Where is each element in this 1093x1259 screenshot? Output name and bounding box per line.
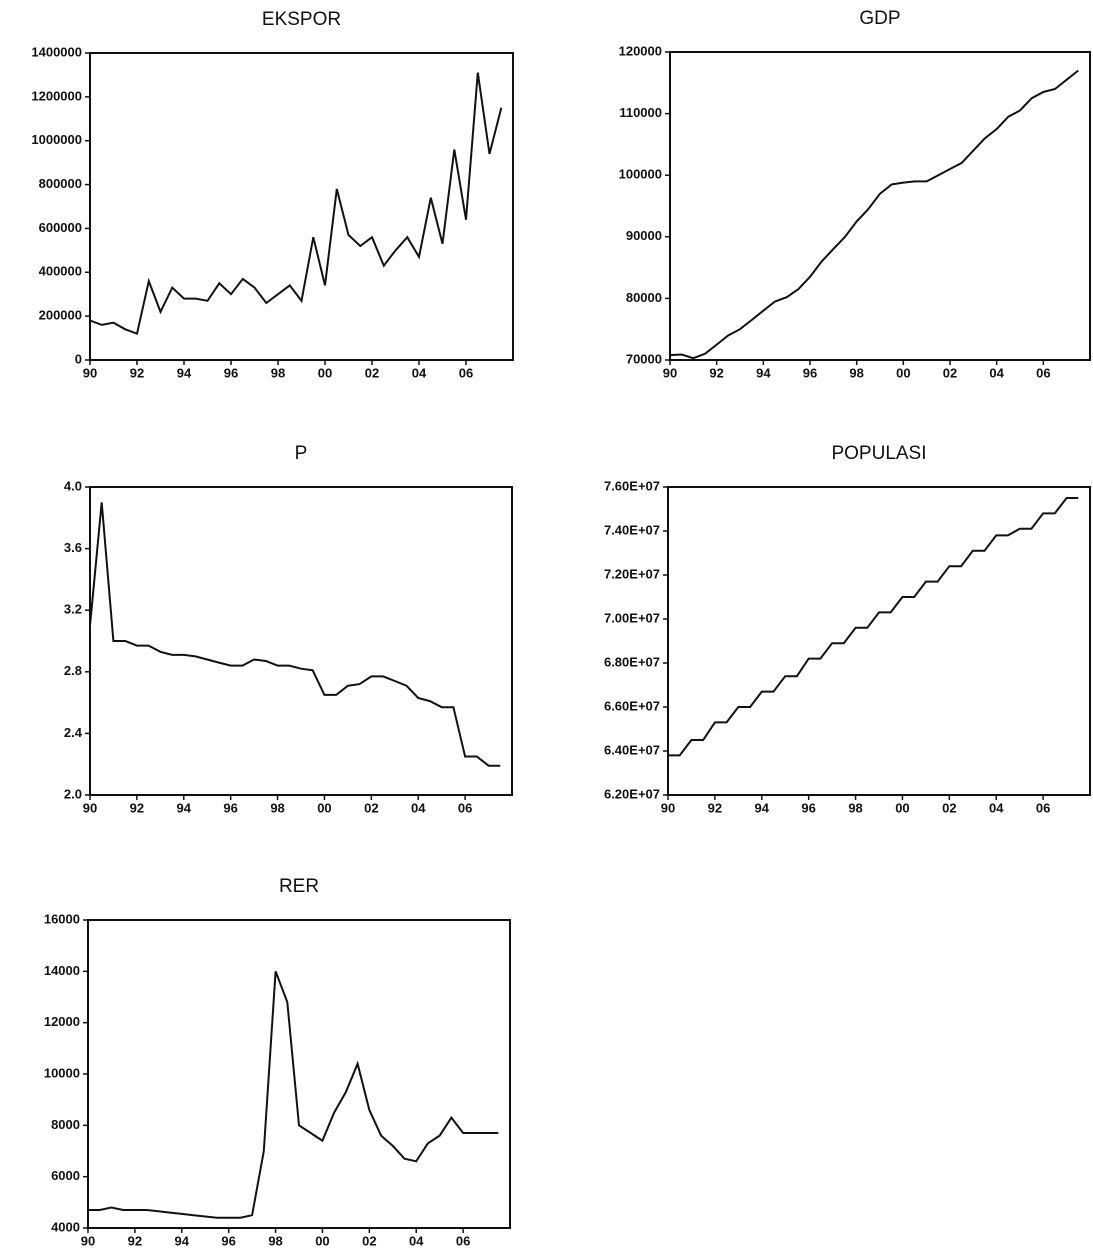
- y-tick-label: 7.20E+07: [604, 566, 660, 581]
- chart-title: GDP: [859, 8, 900, 29]
- x-tick-label: 92: [130, 365, 144, 380]
- x-tick-label: 04: [989, 800, 1004, 815]
- chart-title: P: [295, 443, 308, 464]
- y-tick-label: 10000: [44, 1065, 80, 1080]
- x-tick-label: 90: [661, 800, 675, 815]
- y-tick-label: 7.00E+07: [604, 610, 660, 625]
- plot-frame: [668, 487, 1090, 795]
- x-tick-label: 06: [1036, 365, 1050, 380]
- x-tick-label: 98: [848, 800, 862, 815]
- x-tick-label: 94: [756, 365, 771, 380]
- y-tick-label: 120000: [619, 43, 662, 58]
- x-tick-label: 90: [83, 365, 97, 380]
- x-tick-label: 02: [942, 800, 956, 815]
- y-tick-label: 2.0: [64, 786, 82, 801]
- y-tick-label: 6000: [51, 1168, 80, 1183]
- x-tick-label: 98: [271, 365, 285, 380]
- x-tick-label: 06: [456, 1233, 470, 1248]
- series-line: [90, 502, 500, 765]
- y-tick-label: 4.0: [64, 478, 82, 493]
- x-tick-label: 00: [317, 800, 331, 815]
- x-tick-label: 00: [896, 365, 910, 380]
- x-tick-label: 98: [849, 365, 863, 380]
- x-tick-label: 02: [365, 365, 379, 380]
- x-tick-label: 94: [177, 365, 192, 380]
- x-tick-label: 96: [803, 365, 817, 380]
- y-tick-label: 1400000: [31, 44, 82, 59]
- x-tick-label: 04: [989, 365, 1004, 380]
- x-tick-label: 98: [270, 800, 284, 815]
- plot-frame: [90, 487, 512, 795]
- x-tick-label: 92: [709, 365, 723, 380]
- y-tick-label: 400000: [39, 264, 82, 279]
- y-tick-label: 6.40E+07: [604, 742, 660, 757]
- plot-frame: [90, 53, 513, 360]
- x-tick-label: 96: [801, 800, 815, 815]
- y-tick-label: 110000: [619, 105, 662, 120]
- y-tick-label: 1000000: [31, 132, 82, 147]
- plot-frame: [88, 920, 510, 1228]
- series-line: [670, 71, 1078, 359]
- x-tick-label: 94: [177, 800, 192, 815]
- x-tick-label: 00: [318, 365, 332, 380]
- x-tick-label: 06: [458, 800, 472, 815]
- x-tick-label: 94: [755, 800, 770, 815]
- x-tick-label: 00: [315, 1233, 329, 1248]
- x-tick-label: 92: [130, 800, 144, 815]
- x-tick-label: 90: [663, 365, 677, 380]
- y-tick-label: 0: [75, 351, 82, 366]
- y-tick-label: 80000: [626, 290, 662, 305]
- y-tick-label: 12000: [44, 1014, 80, 1029]
- y-tick-label: 90000: [626, 228, 662, 243]
- x-tick-label: 96: [224, 365, 238, 380]
- series-line: [90, 73, 501, 334]
- chart-title: POPULASI: [831, 443, 926, 464]
- x-tick-label: 04: [409, 1233, 424, 1248]
- y-tick-label: 2.8: [64, 663, 82, 678]
- plot-frame: [670, 52, 1090, 360]
- y-tick-label: 6.60E+07: [604, 698, 660, 713]
- y-tick-label: 6.20E+07: [604, 786, 660, 801]
- y-tick-label: 1200000: [31, 88, 82, 103]
- x-tick-label: 04: [412, 365, 427, 380]
- y-tick-label: 7.40E+07: [604, 522, 660, 537]
- series-line: [668, 498, 1078, 755]
- y-tick-label: 4000: [51, 1219, 80, 1234]
- chart-title: RER: [279, 876, 319, 897]
- y-tick-label: 800000: [39, 176, 82, 191]
- y-tick-label: 3.2: [64, 602, 82, 617]
- y-tick-label: 6.80E+07: [604, 654, 660, 669]
- x-tick-label: 90: [81, 1233, 95, 1248]
- x-tick-label: 06: [1036, 800, 1050, 815]
- x-tick-label: 96: [223, 800, 237, 815]
- x-tick-label: 02: [943, 365, 957, 380]
- x-tick-label: 90: [83, 800, 97, 815]
- x-tick-label: 04: [411, 800, 426, 815]
- y-tick-label: 8000: [51, 1117, 80, 1132]
- x-tick-label: 94: [175, 1233, 190, 1248]
- chart-grid: EKSPOR0200000400000600000800000100000012…: [0, 0, 1093, 1259]
- x-tick-label: 92: [708, 800, 722, 815]
- y-tick-label: 70000: [626, 351, 662, 366]
- x-tick-label: 92: [128, 1233, 142, 1248]
- x-tick-label: 98: [268, 1233, 282, 1248]
- y-tick-label: 3.6: [64, 540, 82, 555]
- y-tick-label: 14000: [44, 963, 80, 978]
- series-line: [88, 971, 498, 1217]
- x-tick-label: 06: [459, 365, 473, 380]
- x-tick-label: 96: [221, 1233, 235, 1248]
- y-tick-label: 7.60E+07: [604, 478, 660, 493]
- y-tick-label: 600000: [39, 220, 82, 235]
- chart-title: EKSPOR: [262, 9, 341, 30]
- y-tick-label: 2.4: [64, 725, 83, 740]
- x-tick-label: 00: [895, 800, 909, 815]
- x-tick-label: 02: [362, 1233, 376, 1248]
- y-tick-label: 16000: [44, 911, 80, 926]
- y-tick-label: 100000: [619, 167, 662, 182]
- x-tick-label: 02: [364, 800, 378, 815]
- y-tick-label: 200000: [39, 308, 82, 323]
